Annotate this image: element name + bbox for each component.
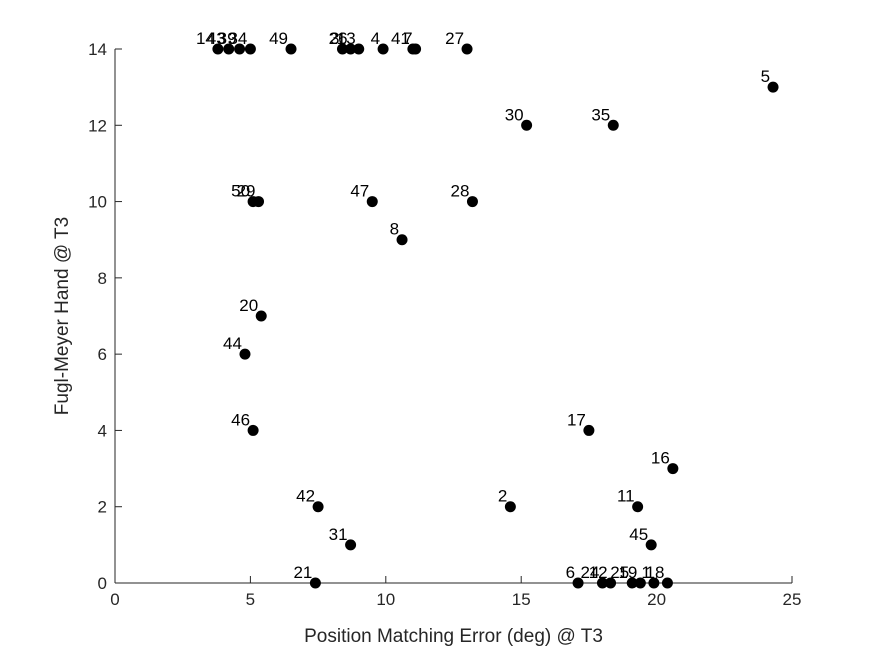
data-point: [353, 43, 365, 55]
data-point: [336, 43, 348, 55]
data-point: [239, 348, 251, 360]
data-point-label: 49: [269, 29, 288, 48]
data-point-label: 4: [371, 29, 380, 48]
data-point: [234, 43, 246, 55]
data-point-label: 27: [445, 29, 464, 48]
data-point-label: 17: [567, 410, 586, 429]
y-tick-label: 8: [98, 269, 107, 288]
data-point: [255, 310, 267, 322]
data-point-label: 5: [761, 67, 770, 86]
data-point-label: 16: [651, 449, 670, 468]
data-point: [285, 43, 297, 55]
data-point-label: 45: [629, 525, 648, 544]
data-point: [605, 577, 617, 589]
data-point-label: 20: [239, 296, 258, 315]
data-point: [410, 43, 422, 55]
data-point: [607, 119, 619, 131]
data-point-label: 42: [296, 487, 315, 506]
data-point-label: 6: [566, 563, 575, 582]
data-point: [667, 463, 679, 475]
data-point-label: 26: [329, 29, 348, 48]
data-point-label: 7: [403, 29, 412, 48]
data-point-label: 2: [498, 487, 507, 506]
data-points: [212, 43, 779, 589]
data-point: [345, 43, 357, 55]
data-point: [247, 424, 259, 436]
data-point: [572, 577, 584, 589]
data-point: [634, 577, 646, 589]
data-point: [661, 577, 673, 589]
data-point: [377, 43, 389, 55]
data-point-label: 35: [591, 105, 610, 124]
data-point-label: 14: [196, 29, 215, 48]
data-point: [223, 43, 235, 55]
data-point-label: 41: [391, 29, 410, 48]
data-point-label: 46: [231, 410, 250, 429]
x-tick-label: 25: [783, 590, 802, 609]
y-tick-label: 12: [88, 116, 107, 135]
data-point: [645, 539, 657, 551]
data-point-label: 31: [329, 525, 348, 544]
data-point: [309, 577, 321, 589]
data-point-label: 39: [218, 29, 237, 48]
data-point-label: 29: [237, 182, 256, 201]
data-point: [253, 196, 265, 208]
data-point-label: 44: [223, 334, 242, 353]
y-tick-label: 0: [98, 574, 107, 593]
data-point: [596, 577, 608, 589]
x-tick-label: 20: [647, 590, 666, 609]
data-point-label: 28: [451, 182, 470, 201]
y-tick-label: 4: [98, 421, 107, 440]
data-point: [345, 539, 357, 551]
data-point-label: 50: [231, 182, 250, 201]
data-point-label: 30: [505, 105, 524, 124]
data-point-label: 11: [617, 487, 635, 506]
data-point: [312, 501, 324, 513]
data-point-label: 3: [330, 29, 339, 48]
y-tick-label: 2: [98, 498, 107, 517]
y-tick-label: 10: [88, 193, 107, 212]
data-point-label: 43: [207, 29, 226, 48]
y-axis-label: Fugl-Meyer Hand @ T3: [52, 217, 73, 415]
data-point-label: 21: [293, 563, 312, 582]
x-tick-label: 0: [110, 590, 119, 609]
data-point-label: 1: [641, 563, 650, 582]
data-point: [583, 424, 595, 436]
data-point-label: 34: [228, 29, 247, 48]
x-tick-label: 15: [512, 590, 531, 609]
data-point-label: 25: [610, 563, 629, 582]
data-point-label: 8: [390, 220, 399, 239]
data-point-label: 13: [337, 29, 356, 48]
data-point-label: 19: [618, 563, 637, 582]
data-point: [244, 43, 256, 55]
data-point: [648, 577, 660, 589]
x-tick-label: 5: [246, 590, 255, 609]
data-point: [767, 81, 779, 93]
data-point: [504, 501, 516, 513]
x-axis-label: Position Matching Error (deg) @ T3: [304, 626, 603, 647]
data-point-label: 24: [581, 563, 600, 582]
data-point: [626, 577, 638, 589]
data-point-label: 18: [646, 563, 665, 582]
data-point: [396, 234, 408, 246]
data-point: [521, 119, 533, 131]
data-point: [632, 501, 644, 513]
y-tick-label: 6: [98, 345, 107, 364]
data-point-label: 12: [589, 563, 608, 582]
data-point: [366, 196, 378, 208]
y-tick-label: 14: [88, 40, 107, 59]
data-point: [466, 196, 478, 208]
data-point-label: 47: [350, 182, 369, 201]
data-point: [461, 43, 473, 55]
x-tick-label: 10: [376, 590, 395, 609]
data-point: [212, 43, 224, 55]
